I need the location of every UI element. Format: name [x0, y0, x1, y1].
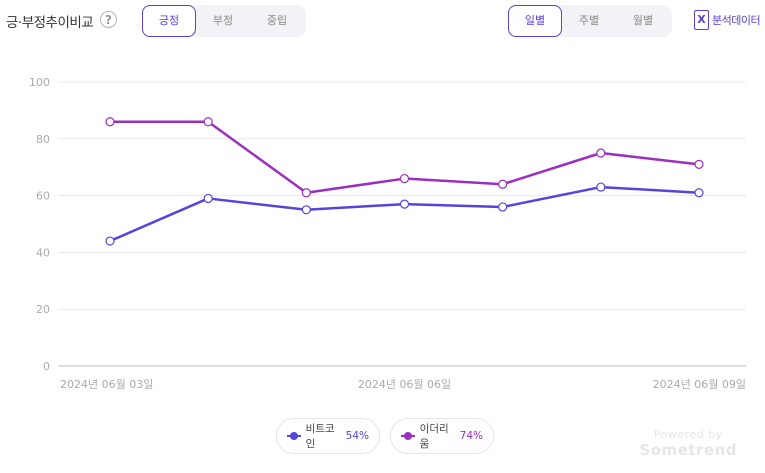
excel-icon: X: [694, 10, 709, 30]
sentiment-tabs: 긍정 부정 중립: [142, 5, 306, 37]
powered-by-text: Powered by: [653, 428, 723, 441]
data-point: [203, 117, 213, 127]
legend-percent: 54%: [345, 430, 369, 442]
period-tabs: 일별 주별 월별: [508, 5, 672, 37]
data-point: [105, 117, 115, 127]
x-tick-label: 2024년 06월 09일: [653, 377, 746, 391]
brand-name: Sometrend: [639, 441, 737, 459]
data-point: [498, 179, 508, 189]
tab-positive[interactable]: 긍정: [142, 5, 196, 37]
legend-item-bitcoin[interactable]: 비트코인 54%: [276, 418, 380, 454]
help-icon[interactable]: ?: [100, 11, 117, 28]
y-tick-label: 60: [36, 190, 50, 203]
legend-label: 비트코인: [305, 423, 335, 450]
y-tick-label: 0: [43, 360, 50, 373]
legend-swatch: [401, 431, 415, 441]
tab-weekly[interactable]: 주별: [578, 14, 600, 27]
tab-monthly[interactable]: 월별: [632, 14, 654, 27]
y-tick-label: 100: [29, 76, 50, 89]
powered-by-logo: Powered by Sometrend: [639, 428, 737, 459]
chart-title: 긍·부정추이비교: [6, 15, 94, 31]
data-point: [399, 199, 410, 209]
y-tick-label: 80: [36, 133, 50, 146]
legend-swatch: [287, 431, 301, 441]
tab-daily[interactable]: 일별: [508, 5, 562, 37]
tab-negative[interactable]: 부정: [212, 14, 234, 27]
y-tick-label: 20: [36, 303, 50, 316]
data-point: [694, 159, 704, 169]
legend-percent: 74%: [459, 430, 483, 442]
export-data-label: 분석데이터: [712, 14, 761, 27]
data-point: [105, 236, 115, 246]
data-point: [301, 188, 311, 198]
x-tick-label: 2024년 06월 03일: [60, 377, 153, 391]
export-data-button[interactable]: X 분석데이터: [694, 10, 761, 30]
data-point: [596, 148, 606, 158]
data-point: [694, 188, 704, 198]
data-point: [203, 193, 213, 204]
legend-label: 이더리움: [419, 423, 449, 450]
data-point: [399, 173, 410, 184]
y-tick-label: 40: [36, 246, 50, 259]
data-point: [596, 182, 606, 192]
data-point: [498, 202, 508, 212]
tab-neutral[interactable]: 중립: [266, 14, 288, 27]
legend-item-ethereum[interactable]: 이더리움 74%: [390, 418, 494, 454]
data-point: [301, 205, 311, 215]
x-tick-label: 2024년 06월 06일: [358, 377, 451, 391]
